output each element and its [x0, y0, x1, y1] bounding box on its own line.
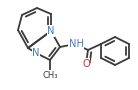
Text: NH: NH: [68, 39, 83, 49]
Text: N: N: [32, 48, 40, 58]
Text: N: N: [47, 26, 55, 36]
Text: O: O: [82, 59, 90, 69]
Text: CH₃: CH₃: [42, 70, 58, 79]
